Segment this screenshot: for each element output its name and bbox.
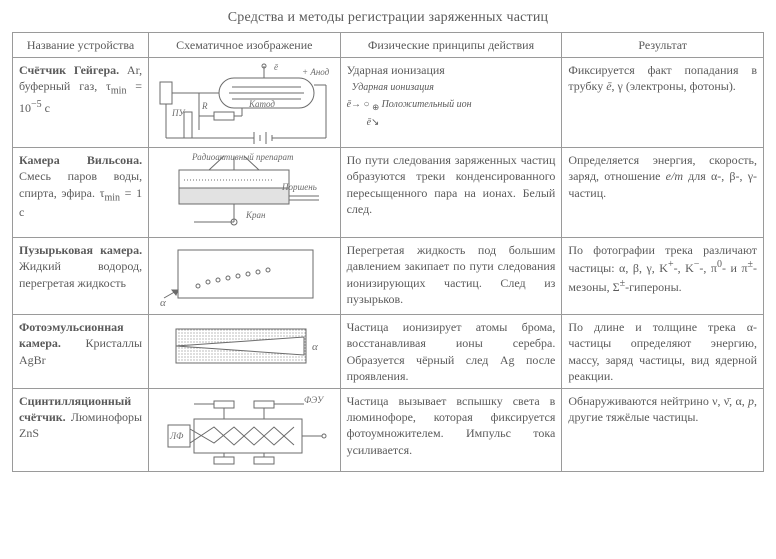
result-cell: Обнаруживаются нейтрино ν, ν̄, α, p, дру… xyxy=(562,388,764,471)
result-cell: Фиксируется факт попадания в трубку ē, γ… xyxy=(562,58,764,148)
label-r: R xyxy=(201,101,208,111)
label-piston: Поршень xyxy=(281,182,317,192)
label-cathode: Катод xyxy=(248,99,275,109)
header-physics: Физические принципы действия xyxy=(340,33,562,58)
table-row: Фотоэмульсионная камера. Кристаллы AgBr … xyxy=(13,315,764,389)
table-row: Пузырьковая камера. Жидкий водород, пере… xyxy=(13,238,764,315)
result-cell: По фотографии трека различают частицы: α… xyxy=(562,238,764,315)
header-name: Название устройства xyxy=(13,33,149,58)
label-lf: ЛФ xyxy=(169,431,184,441)
geiger-schematic-icon: ē + Анод Катод ПУ R xyxy=(154,60,334,145)
physics-cell: Частица ионизирует атомы брома, восстана… xyxy=(340,315,562,389)
physics-cell: Перегретая жидкость под большим давление… xyxy=(340,238,562,315)
emulsion-schematic-icon: α xyxy=(154,317,334,377)
label-e: ē xyxy=(274,62,279,72)
device-name-cell: Счётчик Гейгера. Ar, буферный газ, τmin … xyxy=(13,58,149,148)
label-tap: Кран xyxy=(245,210,266,220)
page: Средства и методы регистрации заряженных… xyxy=(0,0,776,486)
table-row: Камера Вильсона. Смесь паров воды, спирт… xyxy=(13,148,764,238)
table-body: Счётчик Гейгера. Ar, буферный газ, τmin … xyxy=(13,58,764,472)
device-name-cell: Сцинтилляционный счётчик. Люминофоры ZnS xyxy=(13,388,149,471)
schematic-cell: Радиоактивный препарат Поршень Кран xyxy=(149,148,341,238)
table-row: Счётчик Гейгера. Ar, буферный газ, τmin … xyxy=(13,58,764,148)
label-pu: ПУ xyxy=(171,108,185,118)
wilson-schematic-icon: Радиоактивный препарат Поршень Кран xyxy=(154,150,334,235)
device-name-cell: Камера Вильсона. Смесь паров воды, спирт… xyxy=(13,148,149,238)
result-cell: По длине и толщине трека α-частицы опред… xyxy=(562,315,764,389)
physics-cell: Частица вызывает вспышку света в люминоф… xyxy=(340,388,562,471)
table-row: Сцинтилляционный счётчик. Люминофоры ZnS xyxy=(13,388,764,471)
header-result: Результат xyxy=(562,33,764,58)
label-alpha: α xyxy=(160,297,166,309)
page-title: Средства и методы регистрации заряженных… xyxy=(12,10,764,26)
label-prep: Радиоактивный препарат xyxy=(191,152,294,162)
table-header-row: Название устройства Схематичное изображе… xyxy=(13,33,764,58)
label-feu: ФЭУ xyxy=(304,395,324,405)
schematic-cell: α xyxy=(149,238,341,315)
label-anode: + Анод xyxy=(302,67,330,77)
physics-cell: Ударная ионизация Ударная ионизацияē→ ○ … xyxy=(340,58,562,148)
physics-cell: По пути следования заряженных частиц обр… xyxy=(340,148,562,238)
header-schematic: Схематичное изображение xyxy=(149,33,341,58)
detector-table: Название устройства Схематичное изображе… xyxy=(12,32,764,472)
schematic-cell: ФЭУ ЛФ xyxy=(149,388,341,471)
label-alpha: α xyxy=(312,341,318,353)
result-cell: Определяется энергия, скорость, заряд, о… xyxy=(562,148,764,238)
schematic-cell: ē + Анод Катод ПУ R xyxy=(149,58,341,148)
schematic-cell: α xyxy=(149,315,341,389)
device-name-cell: Фотоэмульсионная камера. Кристаллы AgBr xyxy=(13,315,149,389)
scint-schematic-icon: ФЭУ ЛФ xyxy=(154,391,334,469)
bubble-schematic-icon: α xyxy=(154,240,334,312)
device-name-cell: Пузырьковая камера. Жидкий водород, пере… xyxy=(13,238,149,315)
